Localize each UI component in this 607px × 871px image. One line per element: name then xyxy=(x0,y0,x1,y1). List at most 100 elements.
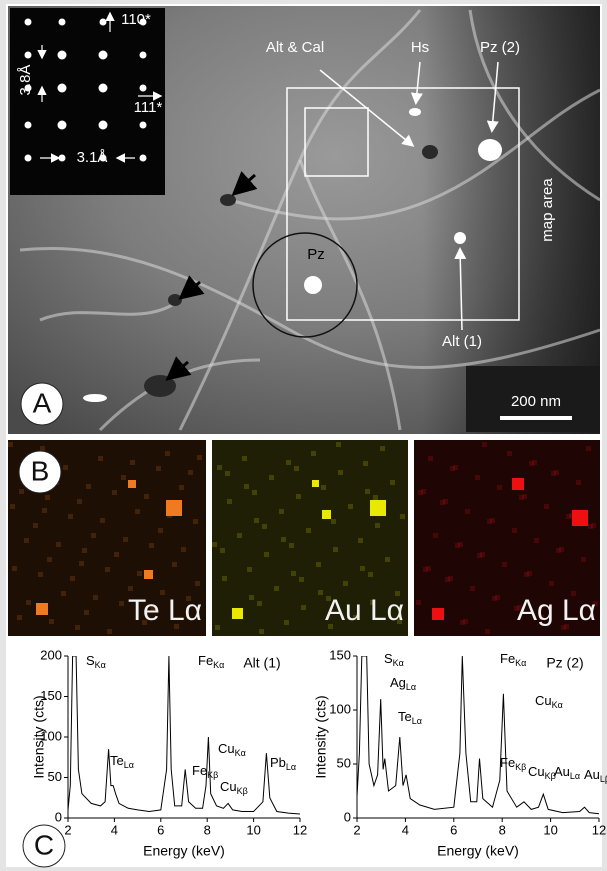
map-noise xyxy=(453,465,458,470)
x-axis-label: Energy (keV) xyxy=(437,843,519,859)
map-noise xyxy=(360,566,365,571)
map-noise xyxy=(296,494,301,499)
map-noise xyxy=(119,601,124,606)
map-spot xyxy=(144,570,153,579)
annotation: Hs xyxy=(411,39,429,56)
map-noise xyxy=(181,547,186,552)
x-tick-label: 4 xyxy=(111,822,118,837)
y-tick-label: 100 xyxy=(329,701,351,716)
peak-element: Fe xyxy=(198,653,213,668)
y-tick-label: 0 xyxy=(55,809,62,824)
map-noise xyxy=(93,595,98,600)
y-tick-label: 200 xyxy=(40,647,62,662)
diffraction-spot xyxy=(25,122,32,129)
map-noise xyxy=(485,629,490,634)
peak-element: Au xyxy=(584,767,600,782)
y-tick-label: 0 xyxy=(344,809,351,824)
map-noise xyxy=(311,451,316,456)
peak-element: Cu xyxy=(535,693,552,708)
map-noise xyxy=(375,523,380,528)
map-noise xyxy=(421,489,426,494)
map-noise xyxy=(86,484,91,489)
map-noise xyxy=(490,518,495,523)
map-spot xyxy=(36,603,48,615)
diffraction-spot xyxy=(25,52,32,59)
peak-element: Fe xyxy=(500,651,515,666)
diffraction-spot xyxy=(100,19,107,26)
diffraction-spot xyxy=(58,121,67,130)
map-noise xyxy=(390,480,395,485)
peak-element: Cu xyxy=(220,779,237,794)
map-noise xyxy=(165,451,170,456)
map-noise xyxy=(149,543,154,548)
map-noise xyxy=(554,470,559,475)
peak-element: S xyxy=(384,651,393,666)
map-noise xyxy=(220,548,225,553)
map-noise xyxy=(448,576,453,581)
map-noise xyxy=(301,605,306,610)
peak-line: Lα xyxy=(286,762,296,772)
map-noise xyxy=(507,451,512,456)
map-noise xyxy=(24,538,29,543)
map-noise xyxy=(225,471,230,476)
map-noise xyxy=(105,567,110,572)
map-noise xyxy=(480,552,485,557)
map-noise xyxy=(269,475,274,480)
map-noise xyxy=(482,442,487,447)
map-noise xyxy=(26,600,31,605)
map-noise xyxy=(385,557,390,562)
diffraction-spot xyxy=(25,19,32,26)
map-noise xyxy=(363,461,368,466)
x-tick-label: 2 xyxy=(353,822,360,837)
map-noise xyxy=(98,456,103,461)
map-noise xyxy=(306,528,311,533)
map-noise xyxy=(8,442,13,447)
map-noise xyxy=(107,629,112,634)
map-noise xyxy=(38,572,43,577)
peak-element: Fe xyxy=(500,755,515,770)
map-noise xyxy=(522,494,527,499)
scale-label: 200 nm xyxy=(511,393,561,410)
map-noise xyxy=(63,465,68,470)
map-noise xyxy=(284,620,289,625)
chart-title: Alt (1) xyxy=(243,655,280,671)
peak-line: Kβ xyxy=(207,770,218,780)
map-noise xyxy=(45,495,50,500)
map-noise xyxy=(368,572,373,577)
diffraction-spot xyxy=(140,122,147,129)
x-tick-label: 8 xyxy=(204,822,211,837)
map-noise xyxy=(279,509,284,514)
map-noise xyxy=(33,523,38,528)
map-noise xyxy=(123,537,128,542)
peak-line: Kβ xyxy=(515,762,526,772)
map-noise xyxy=(262,524,267,529)
diffraction-spot xyxy=(58,84,67,93)
inset-label: 3.8Å xyxy=(17,65,34,96)
map-noise xyxy=(497,485,502,490)
peak-line: Lα xyxy=(570,771,580,781)
map-noise xyxy=(532,460,537,465)
map-spot xyxy=(128,480,136,488)
map-noise xyxy=(502,562,507,567)
peak-line: Kα xyxy=(552,700,563,710)
map-noise xyxy=(428,456,433,461)
peak-element: S xyxy=(86,653,95,668)
map-noise xyxy=(75,625,80,630)
map-noise xyxy=(576,480,581,485)
peak-line: Lα xyxy=(412,716,422,726)
panel-letter: A xyxy=(33,387,52,418)
annotation: Pz (2) xyxy=(480,39,520,56)
map-noise xyxy=(264,552,269,557)
map-spot xyxy=(312,480,319,487)
map-noise xyxy=(512,528,517,533)
x-tick-label: 2 xyxy=(64,822,71,837)
map-noise xyxy=(100,518,105,523)
map-noise xyxy=(416,600,421,605)
y-axis-label: Intensity (cts) xyxy=(31,695,47,778)
x-tick-label: 8 xyxy=(499,822,506,837)
map-noise xyxy=(212,542,217,547)
peak-element: Cu xyxy=(528,764,545,779)
diffraction-spot xyxy=(140,52,147,59)
map-noise xyxy=(365,489,370,494)
diffraction-spot xyxy=(25,155,32,162)
